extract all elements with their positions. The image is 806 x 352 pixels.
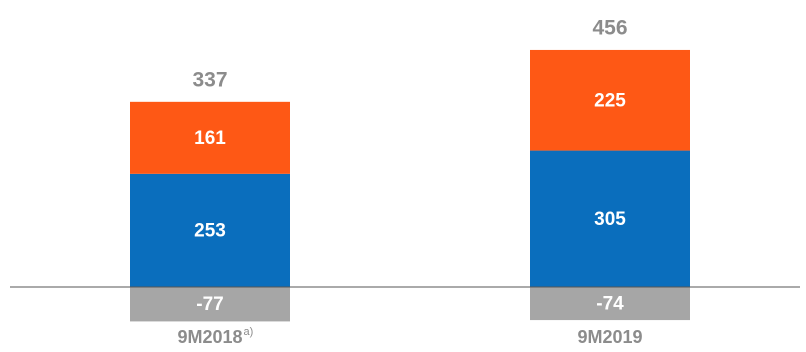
total-label: 456 (592, 16, 627, 39)
segment-label: -74 (596, 294, 624, 315)
total-label: 337 (192, 68, 227, 91)
bar-segment (130, 286, 290, 322)
category-label: 9M2019 (577, 327, 642, 347)
bar-segment (530, 49, 690, 151)
bar-segment (130, 173, 290, 287)
segment-label: 225 (594, 90, 626, 111)
bar-segment (530, 286, 690, 321)
segment-label: -77 (196, 294, 223, 315)
category-label: 9M2018 (177, 327, 242, 347)
segment-label: 305 (594, 209, 626, 230)
bar-segment (130, 101, 290, 174)
segment-label: 253 (194, 220, 226, 241)
bar-segment (530, 150, 690, 287)
segment-label: 161 (194, 128, 226, 149)
category-note: a) (244, 326, 254, 338)
